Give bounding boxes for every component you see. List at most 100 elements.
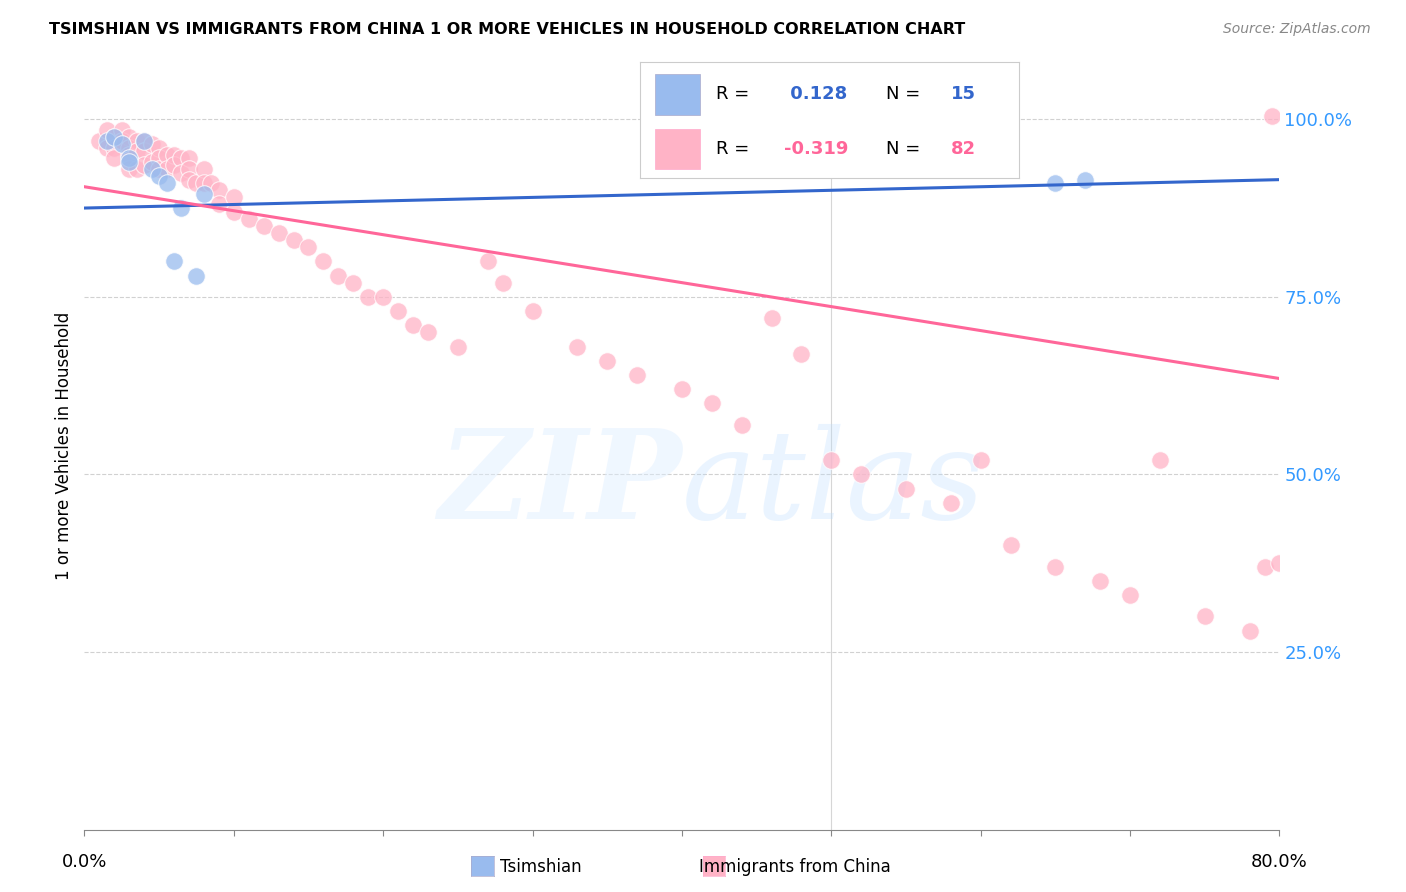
Point — [238, 211, 260, 226]
Point — [447, 340, 470, 354]
Point — [111, 137, 134, 152]
Point — [200, 176, 222, 190]
Point — [148, 161, 170, 176]
Point — [177, 172, 200, 186]
Point — [357, 290, 380, 304]
Point — [155, 148, 177, 162]
Point — [96, 123, 118, 137]
Point — [312, 254, 335, 268]
Point — [148, 141, 170, 155]
Point — [671, 382, 693, 396]
Point — [297, 240, 319, 254]
Text: N =: N = — [887, 86, 921, 103]
Point — [132, 145, 156, 159]
Text: 15: 15 — [950, 86, 976, 103]
Point — [731, 417, 754, 432]
Point — [193, 176, 215, 190]
Point — [567, 340, 589, 354]
Text: R =: R = — [716, 140, 749, 158]
Point — [970, 453, 993, 467]
Point — [193, 161, 215, 176]
Point — [208, 183, 231, 197]
Point — [1045, 176, 1067, 190]
Point — [939, 496, 962, 510]
Point — [373, 290, 395, 304]
Point — [170, 165, 193, 179]
Text: Tsimshian: Tsimshian — [501, 858, 582, 876]
Point — [387, 304, 409, 318]
Y-axis label: 1 or more Vehicles in Household: 1 or more Vehicles in Household — [55, 312, 73, 580]
Point — [522, 304, 544, 318]
Point — [103, 130, 125, 145]
Point — [132, 158, 156, 172]
Point — [851, 467, 873, 482]
Point — [1194, 609, 1216, 624]
Point — [342, 276, 364, 290]
Point — [141, 137, 163, 152]
Point — [492, 276, 515, 290]
Point — [186, 176, 208, 190]
Point — [267, 226, 290, 240]
Point — [141, 154, 163, 169]
Point — [148, 169, 170, 183]
Point — [700, 396, 723, 410]
Point — [208, 197, 231, 211]
Point — [89, 134, 111, 148]
Text: -0.319: -0.319 — [785, 140, 848, 158]
Point — [111, 123, 134, 137]
Point — [1090, 574, 1112, 588]
Point — [118, 161, 141, 176]
Point — [163, 148, 186, 162]
Point — [163, 254, 186, 268]
Point — [155, 176, 177, 190]
Point — [118, 130, 141, 145]
Point — [596, 353, 619, 368]
Point — [118, 154, 141, 169]
Point — [1298, 627, 1320, 641]
Point — [132, 134, 156, 148]
Point — [1239, 624, 1261, 638]
Point — [186, 268, 208, 283]
Point — [177, 152, 200, 166]
Point — [193, 186, 215, 201]
Point — [96, 134, 118, 148]
Bar — [655, 128, 700, 169]
Point — [1253, 559, 1275, 574]
Point — [1119, 588, 1142, 602]
Point — [283, 233, 305, 247]
Point — [790, 346, 813, 360]
Point — [96, 141, 118, 155]
Text: 0.0%: 0.0% — [62, 853, 107, 871]
Point — [170, 201, 193, 215]
Point — [103, 141, 125, 155]
Text: ZIP: ZIP — [439, 424, 682, 545]
Point — [477, 254, 499, 268]
Point — [1329, 638, 1351, 652]
Point — [118, 148, 141, 162]
Point — [626, 368, 648, 382]
Point — [1000, 538, 1022, 552]
Point — [132, 134, 156, 148]
Point — [1261, 109, 1284, 123]
Point — [253, 219, 276, 233]
Point — [163, 158, 186, 172]
Text: Immigrants from China: Immigrants from China — [699, 858, 890, 876]
Point — [1149, 453, 1171, 467]
Text: 80.0%: 80.0% — [1251, 853, 1308, 871]
Point — [1074, 172, 1097, 186]
Text: Source: ZipAtlas.com: Source: ZipAtlas.com — [1223, 22, 1371, 37]
Point — [111, 134, 134, 148]
Point — [141, 161, 163, 176]
Text: R =: R = — [716, 86, 749, 103]
Text: 0.128: 0.128 — [785, 86, 848, 103]
Point — [894, 482, 917, 496]
Point — [416, 326, 439, 340]
Point — [328, 268, 350, 283]
Point — [1268, 556, 1291, 570]
Point — [177, 161, 200, 176]
Text: TSIMSHIAN VS IMMIGRANTS FROM CHINA 1 OR MORE VEHICLES IN HOUSEHOLD CORRELATION C: TSIMSHIAN VS IMMIGRANTS FROM CHINA 1 OR … — [49, 22, 966, 37]
Text: N =: N = — [887, 140, 921, 158]
Bar — [655, 74, 700, 114]
Point — [820, 453, 842, 467]
Text: 82: 82 — [950, 140, 976, 158]
